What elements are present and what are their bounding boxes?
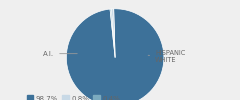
- Wedge shape: [66, 9, 164, 100]
- Text: HISPANIC
WHITE: HISPANIC WHITE: [148, 50, 186, 63]
- Text: A.I.: A.I.: [43, 51, 77, 57]
- Legend: 98.7%, 0.8%, 0.4%: 98.7%, 0.8%, 0.4%: [24, 93, 123, 100]
- Wedge shape: [110, 9, 115, 58]
- Wedge shape: [111, 9, 115, 58]
